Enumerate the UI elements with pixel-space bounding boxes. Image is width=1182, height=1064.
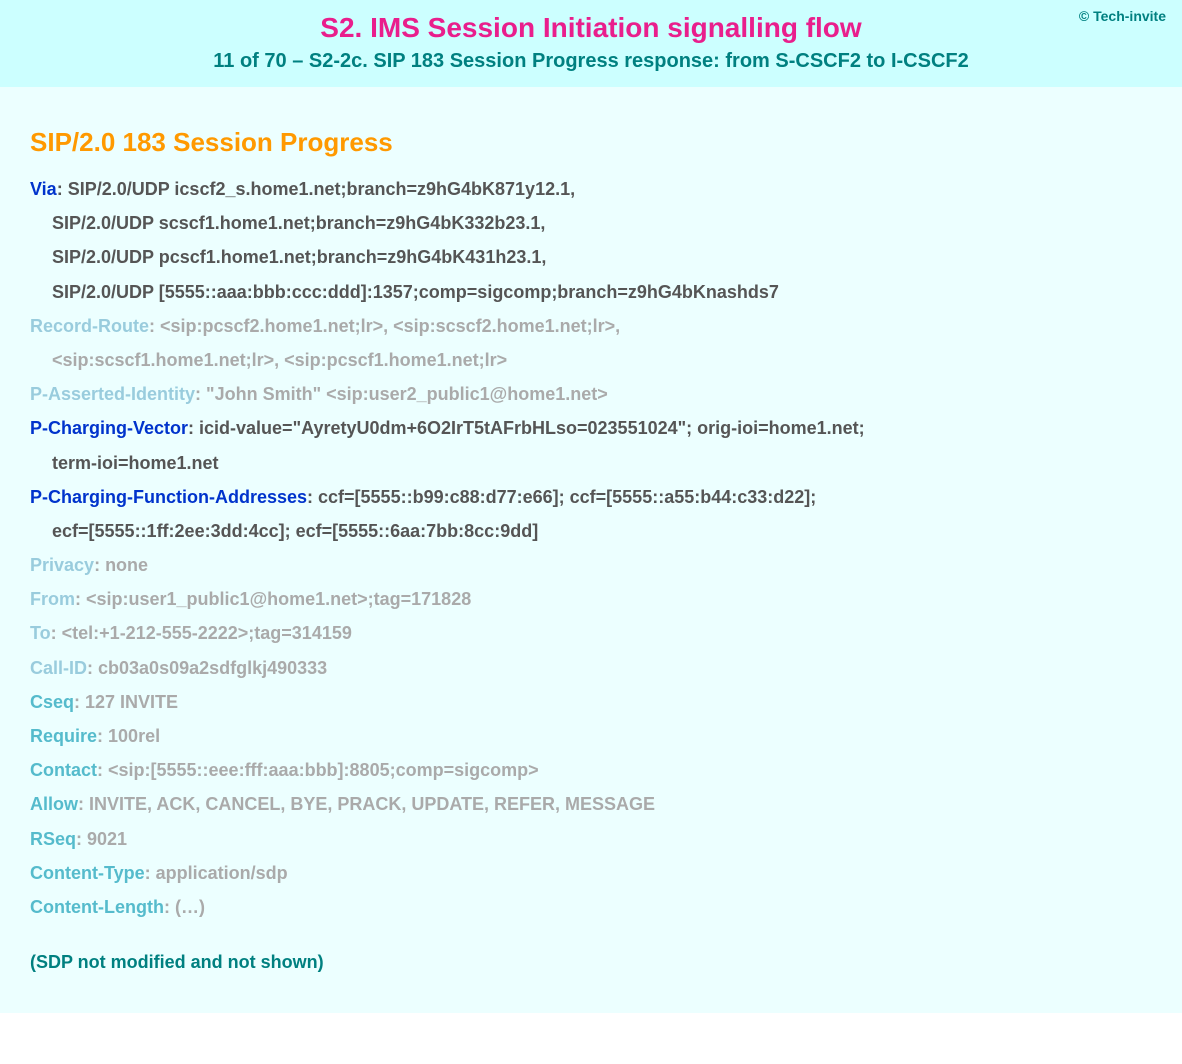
sip-message-content: SIP/2.0 183 Session Progress Via: SIP/2.…	[0, 87, 1182, 1013]
header-name-allow: Allow	[30, 794, 78, 814]
header-content-type: Content-Type: application/sdp	[30, 856, 1152, 890]
header-name-privacy: Privacy	[30, 555, 94, 575]
header-value: 9021	[87, 829, 127, 849]
header-call-id: Call-ID: cb03a0s09a2sdfglkj490333	[30, 651, 1152, 685]
sip-status-line: SIP/2.0 183 Session Progress	[30, 127, 1152, 158]
header-name-require: Require	[30, 726, 97, 746]
header-allow: Allow: INVITE, ACK, CANCEL, BYE, PRACK, …	[30, 787, 1152, 821]
header-value: cb03a0s09a2sdfglkj490333	[98, 658, 327, 678]
header-name-pcv: P-Charging-Vector	[30, 418, 188, 438]
header-p-asserted-identity: P-Asserted-Identity: "John Smith" <sip:u…	[30, 377, 1152, 411]
header-rseq: RSeq: 9021	[30, 822, 1152, 856]
header-content-length: Content-Length: (…)	[30, 890, 1152, 924]
copyright-label: © Tech-invite	[1079, 8, 1166, 24]
header-from: From: <sip:user1_public1@home1.net>;tag=…	[30, 582, 1152, 616]
header-value: <sip:pcscf2.home1.net;lr>, <sip:scscf2.h…	[160, 316, 620, 336]
header-name-pcfa: P-Charging-Function-Addresses	[30, 487, 307, 507]
header-value: <tel:+1-212-555-2222>;tag=314159	[62, 623, 352, 643]
header-band: © Tech-invite S2. IMS Session Initiation…	[0, 0, 1182, 87]
header-value: ccf=[5555::b99:c88:d77:e66]; ccf=[5555::…	[318, 487, 816, 507]
header-pcv-cont: term-ioi=home1.net	[30, 446, 1152, 480]
header-name-contact: Contact	[30, 760, 97, 780]
header-value: icid-value="AyretyU0dm+6O2IrT5tAFrbHLso=…	[199, 418, 865, 438]
header-value: 100rel	[108, 726, 160, 746]
header-value: SIP/2.0/UDP icscf2_s.home1.net;branch=z9…	[68, 179, 575, 199]
header-name-clen: Content-Length	[30, 897, 164, 917]
header-record-route-cont: <sip:scscf1.home1.net;lr>, <sip:pcscf1.h…	[30, 343, 1152, 377]
header-p-charging-function-addresses: P-Charging-Function-Addresses: ccf=[5555…	[30, 480, 1152, 514]
header-p-charging-vector: P-Charging-Vector: icid-value="AyretyU0d…	[30, 411, 1152, 445]
header-name-from: From	[30, 589, 75, 609]
sdp-note: (SDP not modified and not shown)	[30, 952, 1152, 973]
header-name-via: Via	[30, 179, 57, 199]
header-name-rseq: RSeq	[30, 829, 76, 849]
header-value: "John Smith" <sip:user2_public1@home1.ne…	[206, 384, 608, 404]
header-require: Require: 100rel	[30, 719, 1152, 753]
header-contact: Contact: <sip:[5555::eee:fff:aaa:bbb]:88…	[30, 753, 1152, 787]
header-pcfa-cont: ecf=[5555::1ff:2ee:3dd:4cc]; ecf=[5555::…	[30, 514, 1152, 548]
header-via-cont: SIP/2.0/UDP scscf1.home1.net;branch=z9hG…	[30, 206, 1152, 240]
header-name-record-route: Record-Route	[30, 316, 149, 336]
header-via-cont: SIP/2.0/UDP [5555::aaa:bbb:ccc:ddd]:1357…	[30, 275, 1152, 309]
header-name-pai: P-Asserted-Identity	[30, 384, 195, 404]
header-value: <sip:[5555::eee:fff:aaa:bbb]:8805;comp=s…	[108, 760, 539, 780]
page-title: S2. IMS Session Initiation signalling fl…	[20, 12, 1162, 44]
header-name-cseq: Cseq	[30, 692, 74, 712]
header-value: (…)	[175, 897, 205, 917]
header-value: 127 INVITE	[85, 692, 178, 712]
header-cseq: Cseq: 127 INVITE	[30, 685, 1152, 719]
header-value: application/sdp	[156, 863, 288, 883]
page-subtitle: 11 of 70 – S2-2c. SIP 183 Session Progre…	[20, 50, 1162, 73]
header-value: INVITE, ACK, CANCEL, BYE, PRACK, UPDATE,…	[89, 794, 655, 814]
header-privacy: Privacy: none	[30, 548, 1152, 582]
header-name-callid: Call-ID	[30, 658, 87, 678]
header-to: To: <tel:+1-212-555-2222>;tag=314159	[30, 616, 1152, 650]
header-record-route: Record-Route: <sip:pcscf2.home1.net;lr>,…	[30, 309, 1152, 343]
header-name-ctype: Content-Type	[30, 863, 145, 883]
header-name-to: To	[30, 623, 51, 643]
header-value: <sip:user1_public1@home1.net>;tag=171828	[86, 589, 471, 609]
header-via: Via: SIP/2.0/UDP icscf2_s.home1.net;bran…	[30, 172, 1152, 206]
header-value: none	[105, 555, 148, 575]
header-via-cont: SIP/2.0/UDP pcscf1.home1.net;branch=z9hG…	[30, 240, 1152, 274]
